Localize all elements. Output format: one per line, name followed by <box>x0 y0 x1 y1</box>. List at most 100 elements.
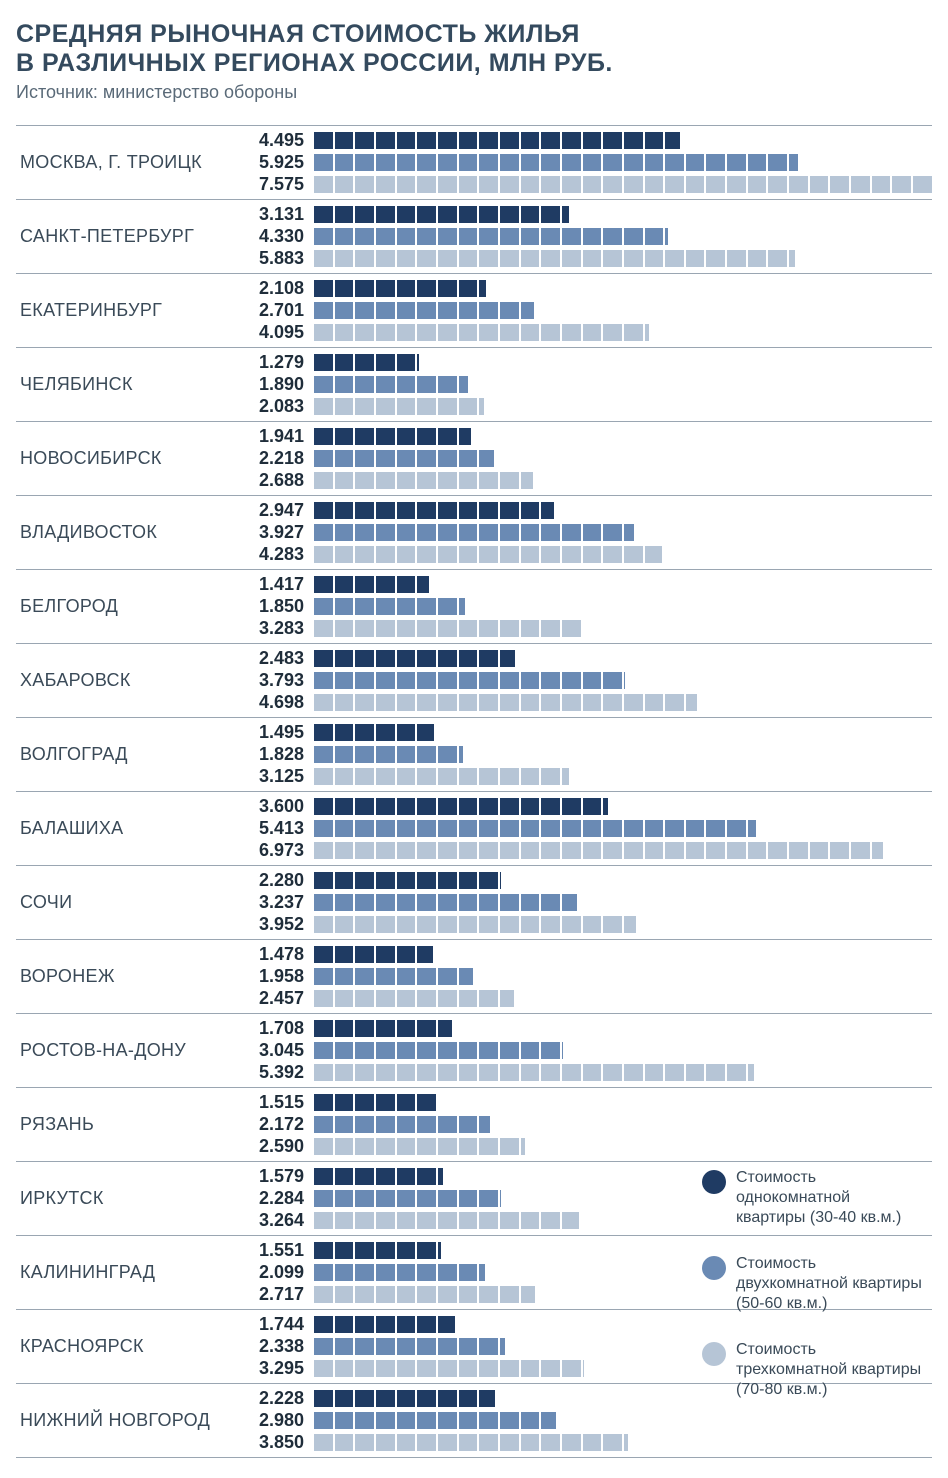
bar-track <box>314 472 932 489</box>
bar-segment <box>314 1286 333 1303</box>
bar-segment <box>479 1434 498 1451</box>
bar-segment <box>521 916 540 933</box>
bar-segment <box>438 428 457 445</box>
bar-row: 4.095 <box>16 322 932 344</box>
bar-segment <box>335 428 354 445</box>
bar-segment <box>479 302 498 319</box>
bar-segment <box>355 1390 374 1407</box>
bar-track <box>314 576 932 593</box>
bar-segment <box>541 1064 560 1081</box>
bar-segment <box>397 820 416 837</box>
bar-segment <box>376 1094 395 1111</box>
bar-segment <box>397 206 416 223</box>
bar-segment <box>727 820 746 837</box>
bar-segment <box>624 250 643 267</box>
bar-row: 3.283 <box>16 618 932 640</box>
bar-segment <box>335 228 354 245</box>
bar-segment <box>335 1212 354 1229</box>
bar-segment <box>624 694 643 711</box>
bar-segment <box>376 1168 395 1185</box>
bar-segment <box>335 872 354 889</box>
bar-segment <box>521 132 540 149</box>
bar-segment <box>355 228 374 245</box>
bar-segment <box>562 820 581 837</box>
bar-segment <box>397 1064 416 1081</box>
bar-segment <box>335 672 354 689</box>
bar-segment <box>562 154 581 171</box>
bar-segment <box>706 250 725 267</box>
bar-segment <box>417 132 436 149</box>
bar-segment <box>479 524 498 541</box>
bar-segment <box>417 502 436 519</box>
bar-segment <box>417 376 436 393</box>
bar-segment <box>521 154 540 171</box>
bar-segment <box>459 1116 478 1133</box>
bar-segment <box>355 746 374 763</box>
bar-track <box>314 724 932 741</box>
bar-segment <box>562 672 581 689</box>
bar-segment <box>397 324 416 341</box>
bar-segment <box>355 1168 374 1185</box>
bar-segment <box>645 820 664 837</box>
bar-segment <box>603 842 622 859</box>
bar-segment <box>397 842 416 859</box>
bar-segment <box>335 620 354 637</box>
bar-segment <box>376 672 395 689</box>
housing-price-chart: 4.495МОСКВА, Г. ТРОИЦК5.9257.5753.131САН… <box>16 125 932 1458</box>
bar-segment <box>438 1212 457 1229</box>
bar-segment <box>397 280 416 297</box>
bar-segment <box>335 176 354 193</box>
bar-segment <box>335 768 354 785</box>
bar-segment <box>459 872 478 889</box>
bar-segment <box>686 1064 705 1081</box>
bar-segment <box>397 1434 416 1451</box>
bar-segment <box>438 1360 457 1377</box>
bar-segment <box>355 672 374 689</box>
bar-segment <box>314 1064 333 1081</box>
bar-segment <box>768 842 787 859</box>
bar-segment <box>459 672 478 689</box>
bar-segment <box>500 1286 519 1303</box>
bar-segment <box>479 546 498 563</box>
bar-segment <box>355 1042 374 1059</box>
bar-segment <box>438 1064 457 1081</box>
chart-title: СРЕДНЯЯ РЫНОЧНАЯ СТОИМОСТЬ ЖИЛЬЯ В РАЗЛИ… <box>16 20 932 78</box>
bar-segment <box>417 398 436 415</box>
bar-segment <box>479 672 498 689</box>
bar-value: 2.688 <box>244 470 314 491</box>
bar-segment <box>479 206 498 223</box>
bar-row: БАЛАШИХА5.413 <box>16 818 932 840</box>
bar-segment <box>314 502 333 519</box>
bar-track <box>314 1064 932 1081</box>
bar-segment <box>376 1064 395 1081</box>
bar-segment <box>438 398 457 415</box>
bar-value: 2.218 <box>244 448 314 469</box>
bar-segment <box>376 450 395 467</box>
bar-segment-partial <box>645 546 663 563</box>
bar-segment <box>314 872 333 889</box>
bar-segment <box>314 376 333 393</box>
bar-segment <box>417 1138 436 1155</box>
bar-track <box>314 694 932 711</box>
bar-segment <box>376 576 395 593</box>
bar-segment <box>521 206 540 223</box>
bar-segment <box>583 132 602 149</box>
bar-segment <box>376 228 395 245</box>
bar-segment <box>335 354 354 371</box>
bar-segment <box>314 598 333 615</box>
bar-segment <box>438 502 457 519</box>
bar-segment-partial <box>417 354 418 371</box>
bar-value: 4.330 <box>244 226 314 247</box>
bar-segment <box>459 250 478 267</box>
bar-segment <box>355 576 374 593</box>
bar-segment <box>541 768 560 785</box>
bar-segment <box>438 280 457 297</box>
bar-segment <box>355 1412 374 1429</box>
bar-segment <box>459 280 478 297</box>
bar-value: 2.980 <box>244 1410 314 1431</box>
bar-value: 1.890 <box>244 374 314 395</box>
bar-segment <box>583 546 602 563</box>
bar-segment <box>872 176 891 193</box>
bar-segment <box>500 324 519 341</box>
bar-segment <box>417 746 436 763</box>
